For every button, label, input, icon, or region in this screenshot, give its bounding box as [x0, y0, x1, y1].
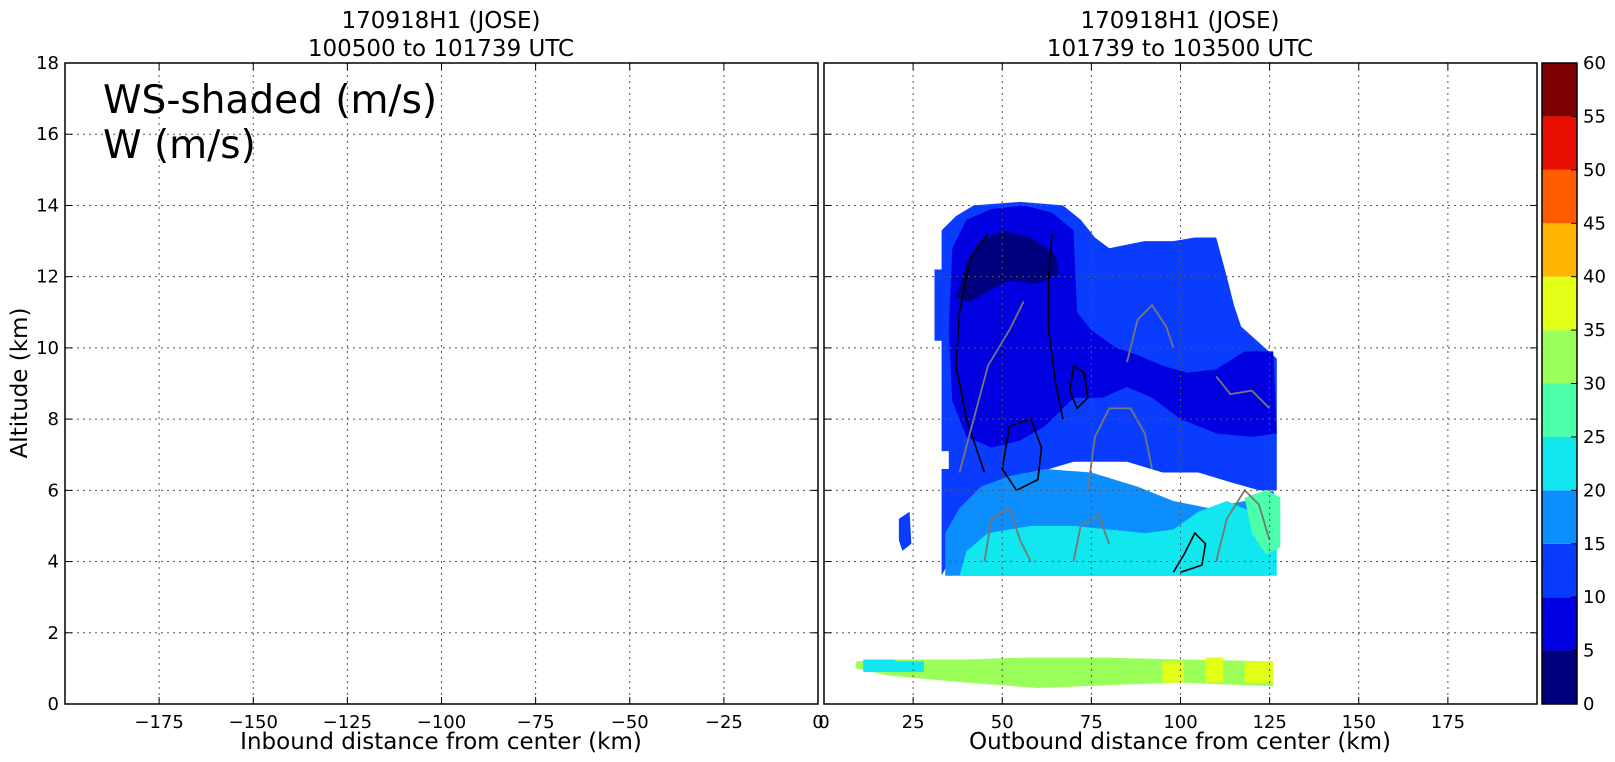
x-tick-label: 0	[812, 712, 823, 733]
shaded-region-2	[955, 230, 1060, 302]
annotation-w: W (m/s)	[103, 123, 256, 168]
y-tick-label: 6	[48, 480, 59, 501]
colorbar-tick-label: 20	[1583, 480, 1606, 501]
x-tick-label: 100	[1163, 712, 1197, 733]
x-tick-label: −125	[323, 712, 372, 733]
x-tick-label: −150	[229, 712, 278, 733]
x-tick-label: 175	[1431, 712, 1465, 733]
colorbar-tick-label: 30	[1583, 374, 1606, 395]
annotation-ws: WS-shaded (m/s)	[103, 78, 437, 123]
colorbar: 0 5 10 15 20 25 30 35 40 45 50 55 60	[1541, 53, 1606, 715]
y-tick-label: 10	[36, 338, 59, 359]
w-contour-5	[958, 301, 1025, 473]
low-band-patch-1	[1205, 657, 1224, 683]
colorbar-tick-label: 55	[1583, 106, 1606, 127]
colorbar-segment	[1542, 597, 1577, 651]
y-tick-label: 0	[48, 694, 59, 715]
colorbar-tick-label: 40	[1583, 267, 1606, 288]
x-tick-label: −75	[517, 712, 555, 733]
x-tick-label: −25	[705, 712, 743, 733]
x-tick-label: 50	[991, 712, 1014, 733]
colorbar-segment	[1542, 383, 1577, 437]
y-tick-label: 14	[36, 195, 59, 216]
w-contour-9	[983, 506, 1032, 563]
right-xlabel: Outbound distance from center (km)	[969, 729, 1391, 755]
w-contour-11	[1072, 513, 1111, 562]
x-tick-label: −175	[134, 712, 183, 733]
colorbar-tick-label: 60	[1583, 53, 1606, 74]
w-contour-6	[1086, 407, 1153, 491]
colorbar-segment	[1542, 276, 1577, 331]
colorbar-tick-label: 45	[1583, 213, 1606, 234]
right-title-line1: 170918H1 (JOSE)	[1080, 8, 1279, 34]
w-contour-1	[1047, 233, 1064, 420]
colorbar-segment	[1542, 490, 1577, 544]
data-gap	[938, 451, 949, 469]
y-tick-label: 4	[48, 552, 59, 573]
right-title-line2: 101739 to 103500 UTC	[1047, 36, 1313, 62]
colorbar-tick-label: 5	[1583, 641, 1594, 662]
w-contour-4	[1172, 531, 1207, 573]
colorbar-segment	[1542, 63, 1577, 117]
shaded-region-5	[1244, 490, 1281, 555]
x-tick-label: 150	[1342, 712, 1376, 733]
left-title-line2: 100500 to 101739 UTC	[308, 36, 574, 62]
w-contour-8	[1215, 375, 1271, 410]
y-tick-label: 18	[36, 53, 59, 74]
left-panel: −175 −150 −125 −100 −75 −50 −25 0 0 2 4 6 8 10 12 14 16 1…	[36, 53, 824, 733]
x-tick-label: 75	[1080, 712, 1103, 733]
colorbar-tick-label: 50	[1583, 160, 1606, 181]
y-tick-label: 16	[36, 124, 59, 145]
colorbar-segment	[1542, 116, 1577, 170]
low-band-cyan-0	[863, 659, 896, 672]
x-tick-label: −100	[417, 712, 466, 733]
right-panel: 0 25 50 75 100 125 150 175	[818, 62, 1538, 733]
colorbar-tick-label: 35	[1583, 320, 1606, 341]
x-tick-label: −50	[611, 712, 649, 733]
low-band-cyan-1	[895, 661, 924, 672]
low-band-patch-0	[1162, 661, 1185, 683]
colorbar-segment	[1542, 223, 1577, 277]
colorbar-tick-label: 25	[1583, 427, 1606, 448]
colorbar-tick-label: 0	[1583, 694, 1594, 715]
colorbar-segment	[1542, 330, 1577, 384]
left-xlabel: Inbound distance from center (km)	[240, 729, 642, 755]
colorbar-segment	[1542, 169, 1577, 224]
w-contour-0	[955, 233, 989, 473]
colorbar-tick-label: 15	[1583, 534, 1606, 555]
low-band-patch-2	[1244, 661, 1274, 683]
w-contour-2	[1001, 418, 1043, 492]
colorbar-segment	[1542, 436, 1577, 491]
y-tick-label: 8	[48, 409, 59, 430]
w-contour-3	[1069, 365, 1089, 410]
y-tick-label: 2	[48, 623, 59, 644]
colorbar-tick-label: 10	[1583, 587, 1606, 608]
colorbar-segment	[1542, 543, 1577, 598]
y-tick-label: 12	[36, 267, 59, 288]
left-title-line1: 170918H1 (JOSE)	[341, 8, 540, 34]
w-contour-7	[1126, 303, 1175, 363]
colorbar-segment	[1542, 650, 1577, 704]
ylabel: Altitude (km)	[7, 308, 33, 459]
x-tick-label: 125	[1252, 712, 1286, 733]
x-tick-label: 25	[902, 712, 925, 733]
isolated-blob	[898, 511, 912, 551]
x-tick-label: 0	[818, 712, 829, 733]
shaded-region-4	[959, 501, 1277, 576]
